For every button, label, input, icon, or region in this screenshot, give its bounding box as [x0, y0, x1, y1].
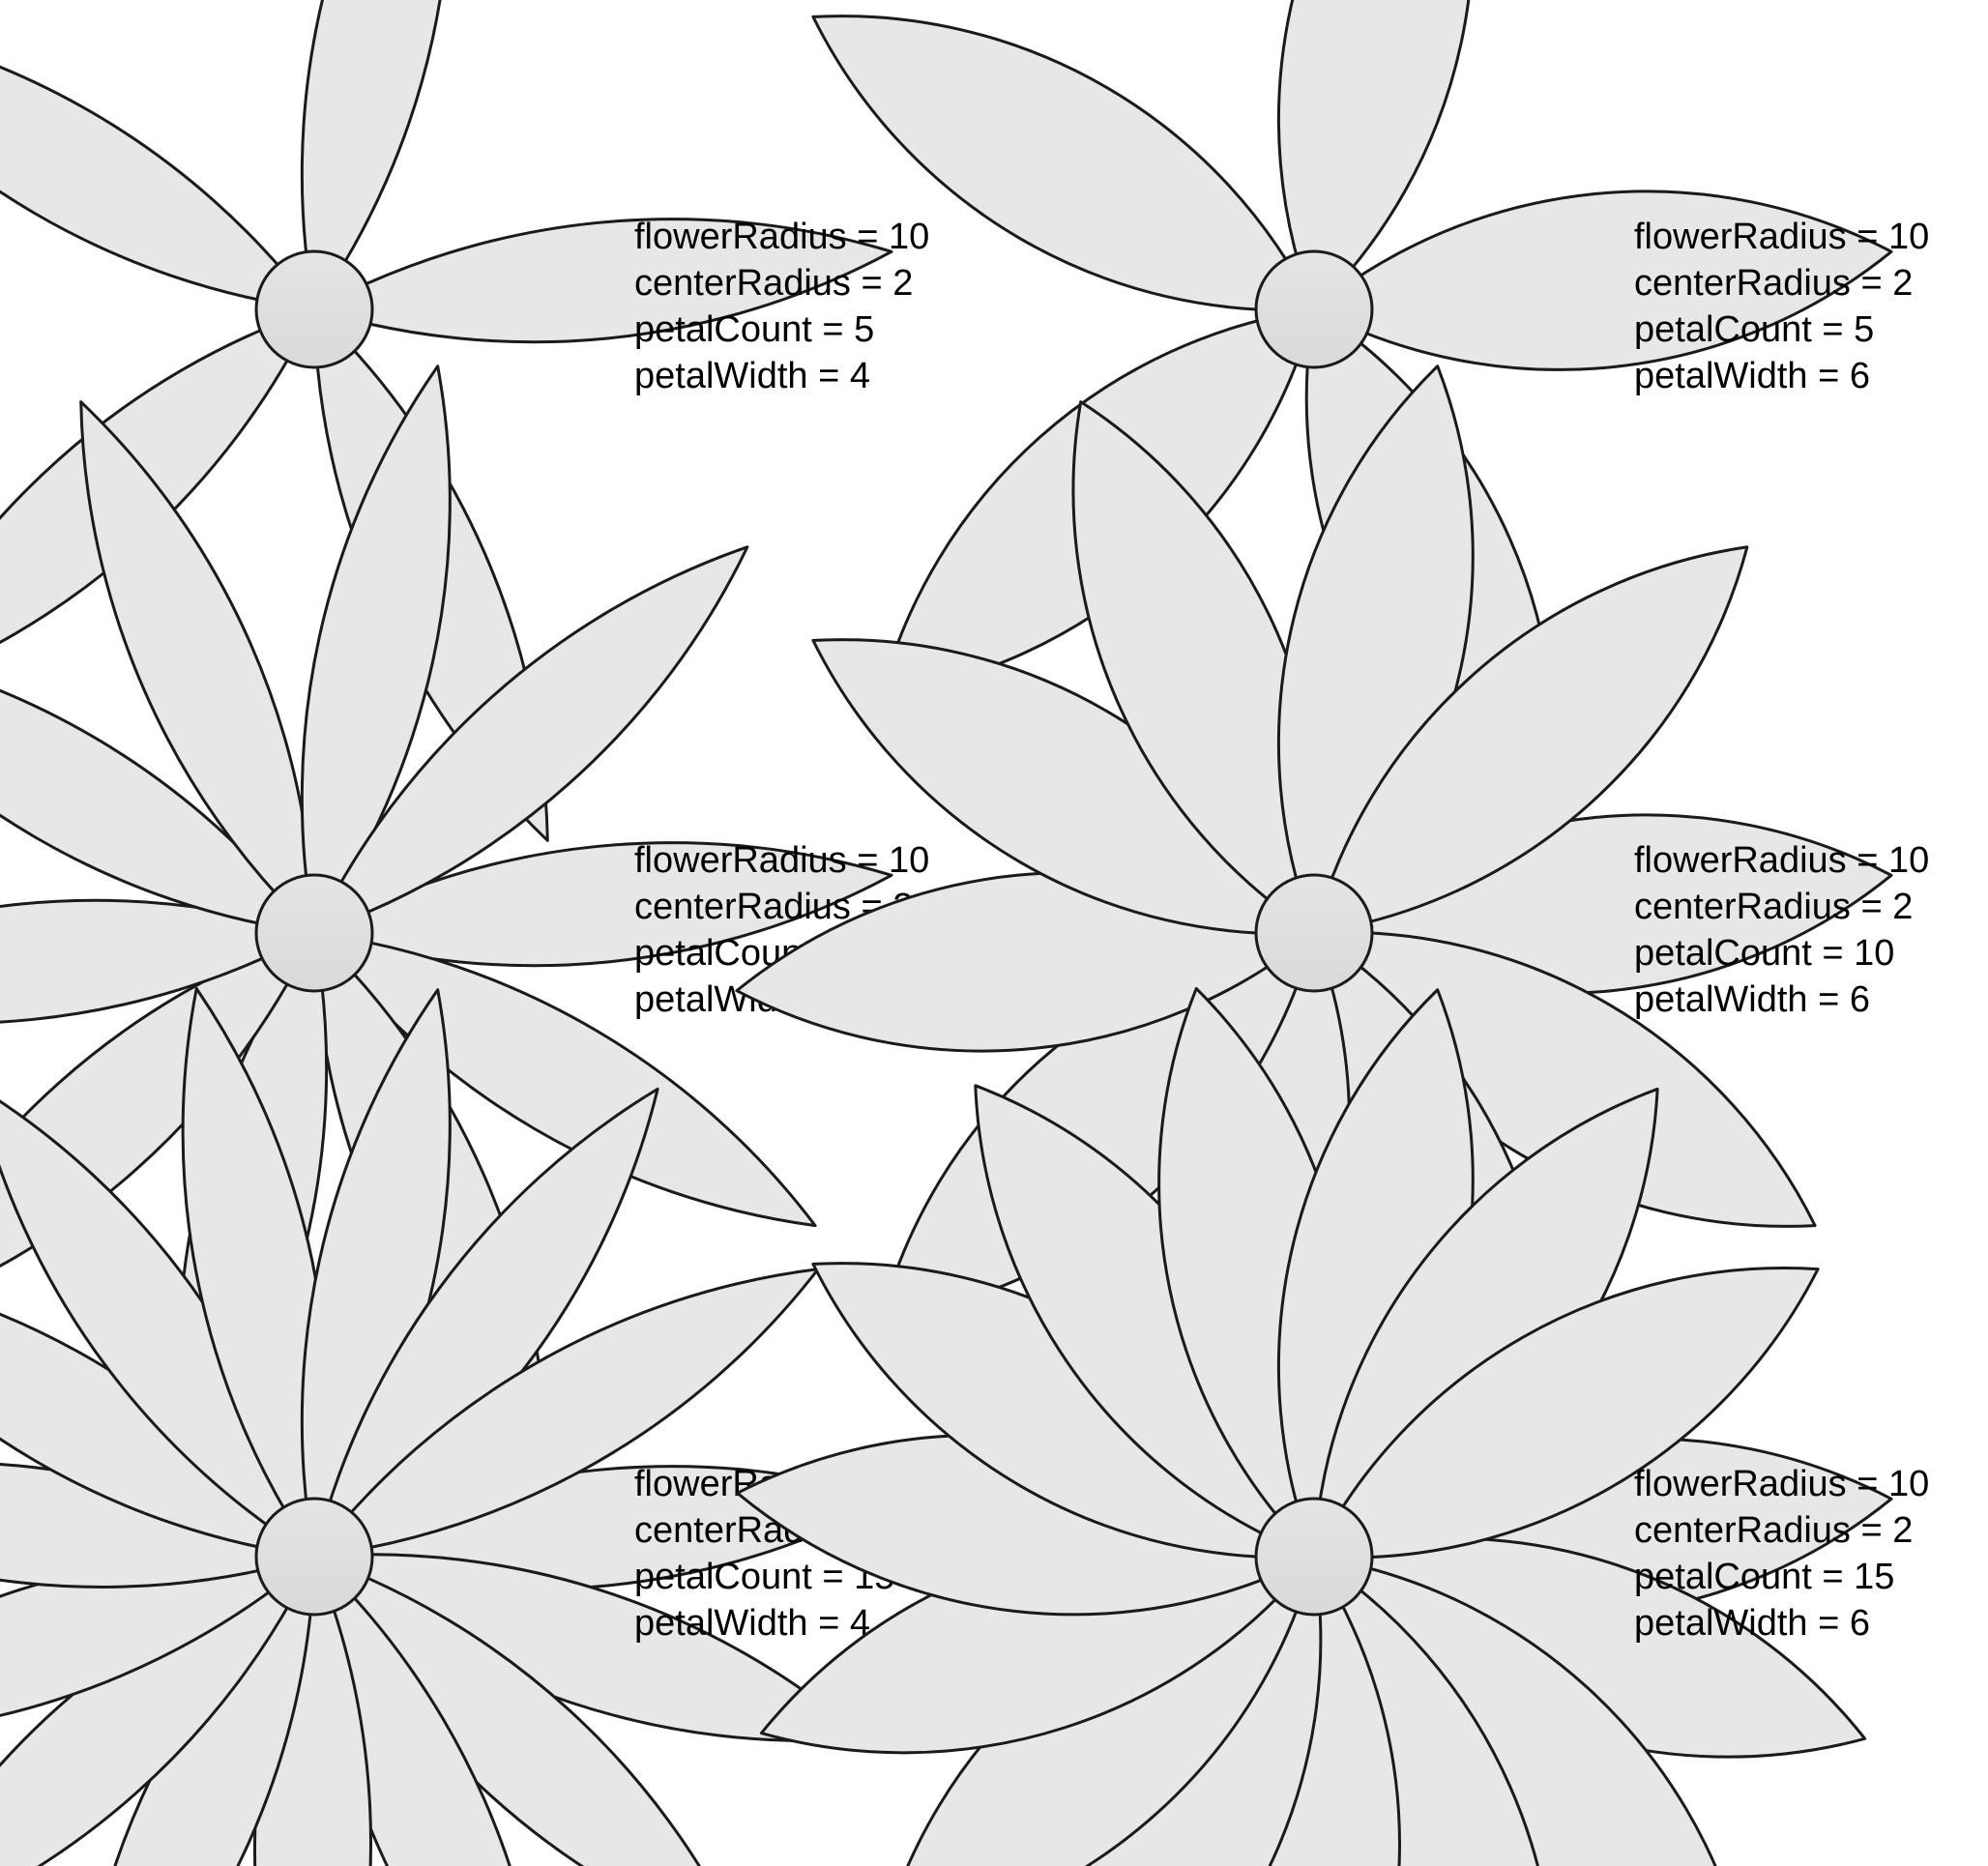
- petal: [300, 0, 452, 311]
- petal: [312, 841, 893, 968]
- petal-count-label: petalCount = 15: [1634, 1557, 1895, 1597]
- parameter-list: flowerRadius = 10 centerRadius = 2 petal…: [1634, 837, 1929, 1023]
- petal: [811, 15, 1316, 312]
- petal: [1312, 190, 1893, 371]
- center-radius-label: centerRadius = 2: [1634, 1510, 1914, 1551]
- flower-center: [254, 873, 374, 993]
- petal-width-label: petalWidth = 6: [1634, 979, 1870, 1020]
- petal-count-label: petalCount = 10: [1634, 933, 1895, 974]
- flower-panel: flowerRadius = 10 centerRadius = 2 petal…: [735, 364, 1988, 1502]
- petal: [312, 545, 749, 935]
- parameter-list: flowerRadius = 10 centerRadius = 2 petal…: [634, 214, 929, 399]
- flower-center: [1254, 873, 1374, 993]
- flower-center: [254, 1497, 374, 1617]
- petal: [79, 400, 316, 935]
- petal: [0, 15, 316, 311]
- petal: [312, 218, 893, 344]
- flower-radius-label: flowerRadius = 10: [634, 217, 930, 257]
- flower-center: [1254, 249, 1374, 369]
- petal: [0, 638, 316, 935]
- flower-radius-label: flowerRadius = 10: [1634, 217, 1930, 257]
- petal: [0, 898, 316, 1025]
- flower-panel: flowerRadius = 10 centerRadius = 2 petal…: [736, 986, 1988, 1866]
- petal-width-label: petalWidth = 6: [1634, 1603, 1870, 1644]
- parameter-list: flowerRadius = 10 centerRadius = 2 petal…: [1634, 1461, 1929, 1647]
- flower-center: [254, 249, 374, 369]
- flower-center: [1254, 1497, 1374, 1617]
- center-radius-label: centerRadius = 2: [634, 263, 914, 304]
- flower-radius-label: flowerRadius = 10: [1634, 840, 1930, 881]
- flower-drawing: [736, 986, 1893, 1866]
- petal: [1312, 545, 1749, 935]
- parameter-list: flowerRadius = 10 centerRadius = 2 petal…: [1634, 214, 1929, 399]
- petal: [300, 364, 452, 935]
- center-radius-label: centerRadius = 2: [1634, 887, 1914, 927]
- petal: [1276, 0, 1475, 311]
- center-radius-label: centerRadius = 2: [1634, 263, 1914, 304]
- flower-radius-label: flowerRadius = 10: [634, 840, 930, 881]
- flower-radius-label: flowerRadius = 10: [1634, 1464, 1930, 1504]
- petal-count-label: petalCount = 5: [634, 309, 875, 350]
- petal-width-label: petalWidth = 4: [634, 1603, 870, 1644]
- flower-drawing: [0, 986, 893, 1866]
- petal: [1312, 1267, 1820, 1560]
- flower-drawing: [0, 364, 893, 1502]
- petal-width-label: petalWidth = 4: [634, 356, 870, 396]
- petal-width-label: petalWidth = 6: [1634, 356, 1870, 396]
- petal-count-label: petalCount = 5: [1634, 309, 1875, 350]
